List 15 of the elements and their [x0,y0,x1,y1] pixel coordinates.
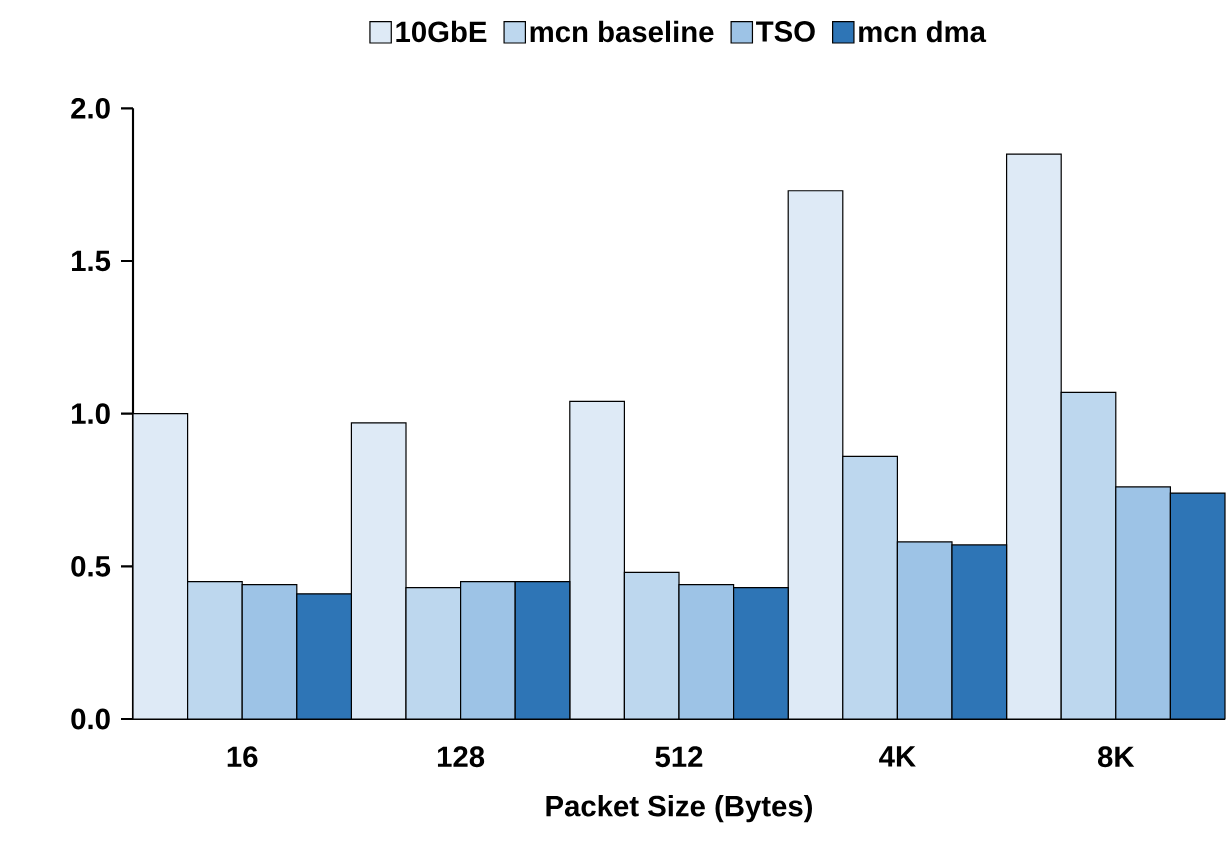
y-tick-label: 2.0 [71,97,110,119]
y-tick-label: 1.5 [72,250,111,272]
x-tick-label: 512 [655,746,703,768]
legend-label: 10GbE [396,20,487,43]
x-tick-label: 8K [1097,746,1135,768]
legend-label: mcn dma [859,20,987,43]
y-tick-label: 1.0 [72,403,110,425]
x-tick-label: 16 [227,746,258,768]
y-tick-label: 0.0 [71,708,110,730]
x-axis-title: Packet Size (Bytes) [546,794,812,823]
x-tick-label: 128 [437,746,485,768]
x-tick-label: 4K [879,746,916,767]
y-tick-label: 0.5 [71,555,111,577]
legend-label: TSO [756,21,815,42]
legend-label: mcn baseline [530,20,714,43]
